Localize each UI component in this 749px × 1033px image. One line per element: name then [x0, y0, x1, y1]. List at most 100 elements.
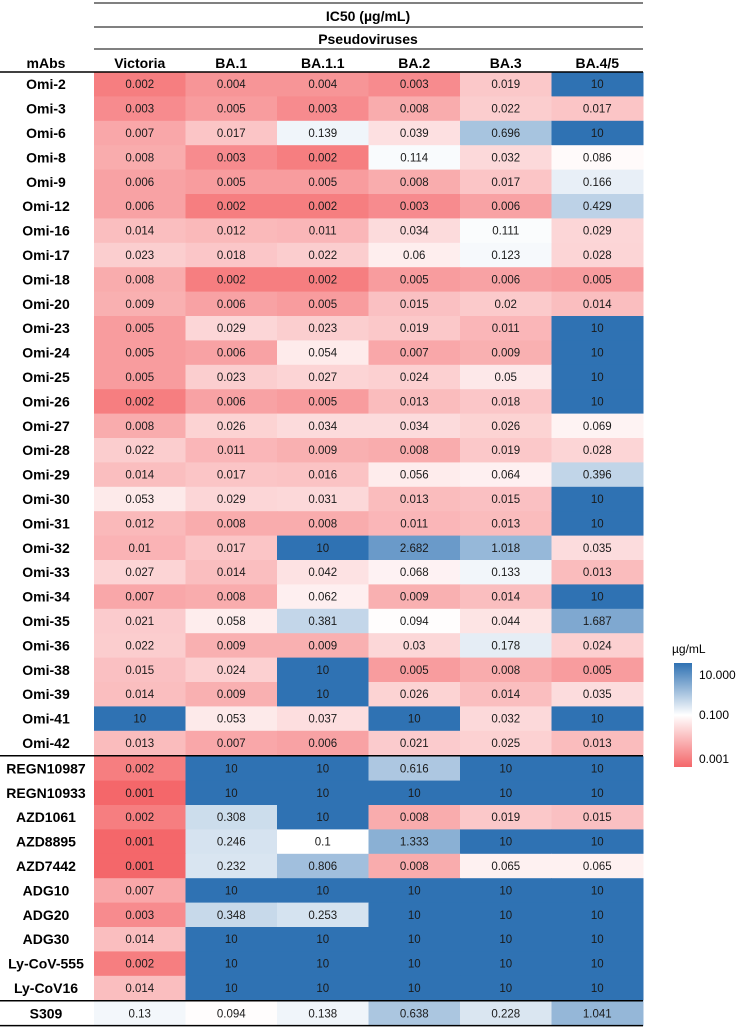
heatmap-cell: [460, 218, 552, 244]
cell-value-label: 10: [316, 812, 329, 824]
cell-value-label: 10: [316, 983, 329, 995]
cell-value-label: 10: [591, 714, 604, 726]
heatmap-cell: [551, 462, 644, 488]
heatmap-cell: [551, 902, 644, 928]
cell-value-label: 0.014: [125, 983, 154, 995]
cell-value-label: 0.024: [400, 372, 429, 384]
row-label: AZD8895: [16, 834, 76, 850]
heatmap-cell: [551, 730, 644, 756]
heatmap-cell: [94, 730, 186, 756]
heatmap-cell: [551, 364, 644, 390]
heatmap-cell: [185, 730, 278, 756]
cell-value-label: 10: [225, 763, 238, 775]
chart-title: IC50 (µg/mL): [326, 8, 410, 24]
heatmap-cell: [185, 486, 278, 512]
row-label: Omi-18: [22, 271, 70, 287]
cell-value-label: 0.065: [491, 861, 520, 873]
cell-value-label: 0.034: [400, 226, 429, 238]
cell-value-label: 0.062: [308, 592, 337, 604]
heatmap-cell: [185, 267, 278, 293]
cell-value-label: 10: [499, 837, 512, 849]
heatmap-cell: [277, 242, 369, 268]
heatmap-cell: [185, 364, 278, 390]
cell-value-label: 0.008: [125, 152, 154, 164]
heatmap-cell: [94, 560, 186, 585]
heatmap-cell: [277, 1001, 369, 1027]
heatmap-cell: [277, 462, 369, 488]
heatmap-cell: [277, 169, 369, 195]
heatmap-cell: [185, 194, 278, 219]
cell-value-label: 0.009: [400, 592, 429, 604]
cell-value-label: 1.041: [583, 1008, 612, 1020]
heatmap-cell: [277, 584, 369, 610]
cell-value-label: 0.028: [583, 445, 612, 457]
cell-value-label: 10: [591, 983, 604, 995]
heatmap-cell: [277, 72, 369, 97]
heatmap-cell: [94, 780, 186, 806]
heatmap-cell: [94, 829, 186, 855]
heatmap-cell: [551, 511, 644, 537]
heatmap-cell: [94, 902, 186, 928]
cell-value-label: 10: [591, 910, 604, 922]
cell-value-label: 0.019: [400, 323, 429, 335]
cell-value-label: 10: [408, 910, 421, 922]
cell-value-label: 0.008: [400, 812, 429, 824]
heatmap-cell: [277, 730, 369, 756]
cell-value-label: 0.013: [400, 494, 429, 506]
heatmap-cell: [185, 829, 278, 855]
heatmap-cell: [460, 975, 552, 1001]
heatmap-cell: [185, 511, 278, 537]
cell-value-label: 0.05: [495, 372, 517, 384]
heatmap-cell: [277, 218, 369, 244]
heatmap-cell: [551, 169, 644, 195]
heatmap-cell: [368, 878, 461, 904]
heatmap-cell: [460, 560, 552, 585]
heatmap-cell: [460, 853, 552, 879]
heatmap-cell: [185, 927, 278, 952]
cell-value-label: 0.032: [491, 152, 520, 164]
cell-value-label: 0.228: [491, 1008, 520, 1020]
heatmap-cell: [551, 267, 644, 293]
cell-value-label: 10: [316, 543, 329, 555]
heatmap-cell: [460, 462, 552, 488]
cell-value-label: 0.014: [125, 226, 154, 238]
heatmap-cell: [368, 730, 461, 756]
heatmap-cell: [460, 194, 552, 219]
heatmap-cell: [277, 486, 369, 512]
row-label: Omi-38: [22, 662, 70, 678]
cell-value-label: 10: [591, 128, 604, 140]
cell-value-label: 0.053: [217, 714, 246, 726]
heatmap-cell: [185, 633, 278, 659]
heatmap-cell: [368, 120, 461, 146]
cell-value-label: 0.014: [125, 470, 154, 482]
cell-value-label: 0.806: [308, 861, 337, 873]
cell-value-label: 0.013: [583, 567, 612, 579]
cell-value-label: 0.003: [400, 79, 429, 91]
cell-value-label: 10: [225, 959, 238, 971]
heatmap-cell: [460, 706, 552, 732]
heatmap-cell: [460, 96, 552, 122]
heatmap-cell: [460, 535, 552, 561]
row-label: S309: [30, 1005, 63, 1021]
heatmap-cell: [277, 657, 369, 683]
cell-value-label: 0.002: [125, 396, 154, 408]
cell-value-label: 0.232: [217, 861, 246, 873]
cell-value-label: 0.007: [125, 128, 154, 140]
cell-value-label: 10: [408, 959, 421, 971]
heatmap-cell: [551, 389, 644, 415]
cell-value-label: 0.06: [403, 250, 425, 262]
row-label: Omi-26: [22, 393, 70, 409]
heatmap-cell: [368, 72, 461, 97]
cell-value-label: 0.006: [125, 177, 154, 189]
cell-value-label: 10: [408, 983, 421, 995]
cell-value-label: 10: [499, 934, 512, 946]
heatmap-cell: [277, 389, 369, 415]
cell-value-label: 0.396: [583, 470, 612, 482]
cell-value-label: 0.023: [308, 323, 337, 335]
cell-value-label: 0.002: [125, 812, 154, 824]
cell-value-label: 0.024: [583, 640, 612, 652]
cell-value-label: 0.025: [491, 738, 520, 750]
cell-value-label: 0.348: [217, 910, 246, 922]
cell-value-label: 10: [591, 323, 604, 335]
